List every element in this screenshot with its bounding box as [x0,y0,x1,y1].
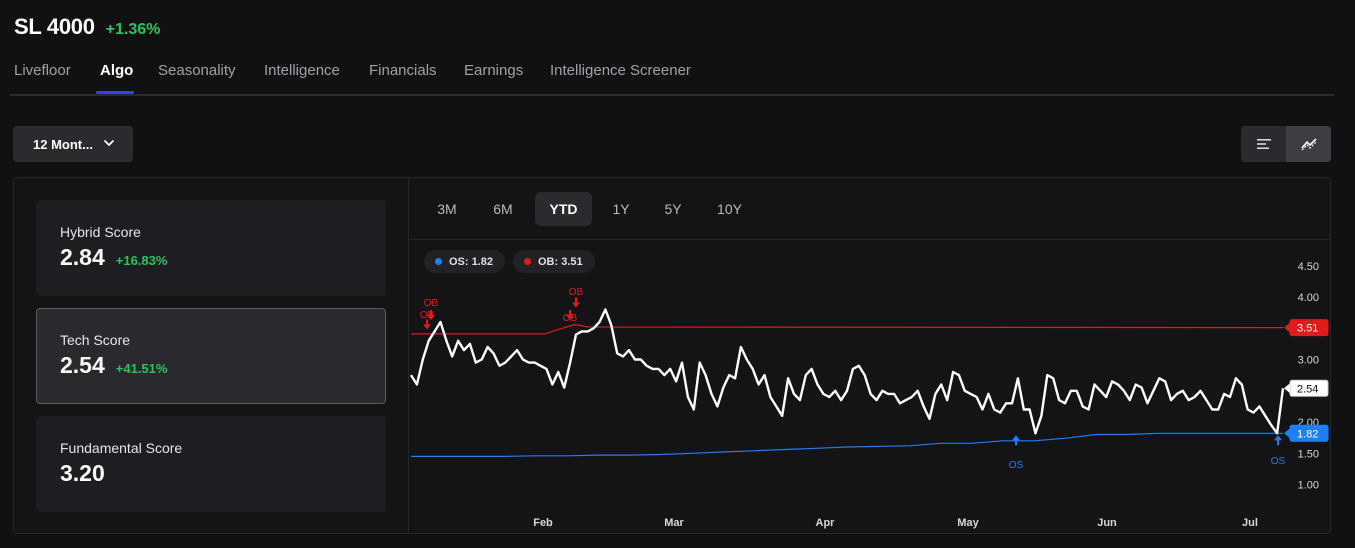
score-change: +16.83% [115,253,168,268]
range-5y[interactable]: 5Y [664,201,682,217]
legend-ob: OB: 3.51 [513,250,595,273]
tab-earnings[interactable]: Earnings [464,62,524,79]
chart-icon [1300,138,1317,151]
legend-ob-label: OB: 3.51 [538,255,583,268]
legend-os: OS: 1.82 [424,250,506,273]
score-change: +41.51% [115,361,168,376]
score-title: Hybrid Score [60,224,141,240]
period-select[interactable]: 12 Mont... [13,126,133,162]
chart-view-button[interactable] [1286,126,1331,162]
main-tabs: Livefloor Algo Seasonality Intelligence … [10,52,1334,96]
range-ytd[interactable]: YTD [535,192,592,226]
algo-panel: Hybrid Score 2.84 +16.83% Tech Score 2.5… [13,177,1331,534]
range-3m[interactable]: 3M [437,201,457,217]
score-value: 3.20 [60,460,105,486]
score-value: 2.84 [60,244,105,270]
score-value: 2.54 [60,352,105,378]
range-tabs: 3M 6M YTD 1Y 5Y 10Y [410,178,1331,240]
tab-seasonality[interactable]: Seasonality [158,62,236,79]
list-icon [1256,139,1271,149]
tab-algo[interactable]: Algo [100,62,134,79]
ob-dot-icon [524,258,531,265]
legend-os-label: OS: 1.82 [449,255,494,268]
tab-livefloor[interactable]: Livefloor [14,62,71,79]
tab-intelligence-screener[interactable]: Intelligence Screener [550,62,691,79]
range-10y[interactable]: 10Y [717,201,742,217]
ticker-symbol: SL 4000 [14,14,95,39]
period-select-value: 12 Mont... [33,136,93,152]
list-view-button[interactable] [1241,126,1286,162]
range-1y[interactable]: 1Y [612,201,630,217]
score-list: Hybrid Score 2.84 +16.83% Tech Score 2.5… [14,178,409,533]
score-title: Tech Score [60,332,131,348]
tab-financials[interactable]: Financials [369,62,437,79]
tech-score-card[interactable]: Tech Score 2.54 +41.51% [36,308,386,404]
tab-intelligence[interactable]: Intelligence [264,62,340,79]
chevron-down-icon [104,140,114,147]
os-dot-icon [435,258,442,265]
fundamental-score-card[interactable]: Fundamental Score 3.20 [36,416,386,512]
active-tab-indicator [96,91,134,94]
ticker-change: +1.36% [105,21,161,38]
hybrid-score-card[interactable]: Hybrid Score 2.84 +16.83% [36,200,386,296]
page-header: SL 4000 +1.36% [14,14,160,40]
view-toggle [1241,126,1331,162]
range-6m[interactable]: 6M [493,201,513,217]
score-title: Fundamental Score [60,440,183,456]
